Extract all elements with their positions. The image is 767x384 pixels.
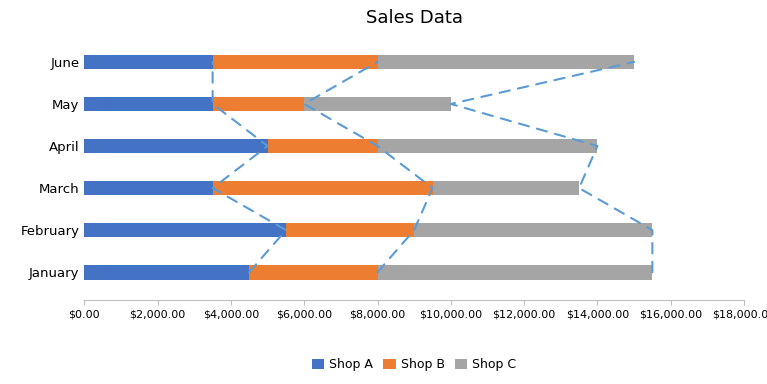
Bar <box>304 97 451 111</box>
Bar <box>84 55 212 69</box>
Bar <box>377 265 653 280</box>
Bar <box>377 55 634 69</box>
Bar <box>377 139 597 153</box>
Bar <box>212 55 377 69</box>
Bar <box>84 265 249 280</box>
Bar <box>268 139 377 153</box>
Legend: Shop A, Shop B, Shop C: Shop A, Shop B, Shop C <box>307 353 522 376</box>
Bar <box>84 139 268 153</box>
Bar <box>84 181 212 195</box>
Title: Sales Data: Sales Data <box>366 10 463 27</box>
Bar <box>249 265 377 280</box>
Bar <box>212 181 433 195</box>
Bar <box>286 223 414 237</box>
Bar <box>212 97 304 111</box>
Bar <box>84 223 286 237</box>
Bar <box>414 223 653 237</box>
Bar <box>84 97 212 111</box>
Bar <box>433 181 579 195</box>
